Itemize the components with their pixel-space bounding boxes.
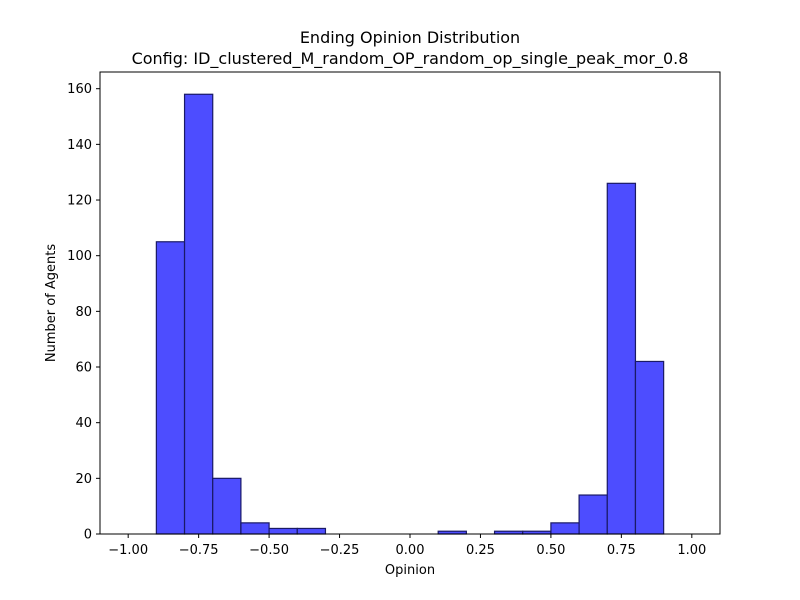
x-axis-ticks: −1.00 −0.75 −0.50 −0.25 0.00 0.25 0.50 0.75 1.00 [108,534,706,558]
y-tick-label: 160 [67,82,92,97]
histogram-bar [550,522,580,535]
chart-title: Ending Opinion Distribution [300,28,520,47]
y-tick-label: 120 [67,194,92,209]
x-tick-label: −0.50 [249,543,289,558]
x-tick-label: 0.00 [396,543,425,558]
y-axis-label: Number of Agents [44,244,59,362]
x-tick-label: −0.25 [320,543,360,558]
histogram-bar [296,527,327,535]
y-tick-label: 0 [84,528,92,543]
x-tick-label: 0.50 [536,543,565,558]
chart-subtitle: Config: ID_clustered_M_random_OP_random_… [132,49,689,69]
histogram-bar [634,360,665,535]
plot-frame [99,71,721,535]
x-tick-label: 1.00 [677,543,706,558]
y-tick-label: 40 [75,416,92,431]
y-tick-label: 100 [67,249,92,264]
histogram-bar [212,477,242,535]
histogram-bar [155,241,186,535]
histogram-bar [268,527,298,535]
histogram-bar [578,494,608,535]
histogram-bar [606,182,637,535]
x-tick-label: 0.75 [607,543,636,558]
x-axis-label: Opinion [385,563,435,578]
histogram-bar [240,522,270,535]
histogram-bar [183,93,214,535]
x-tick-label: 0.25 [466,543,495,558]
bars-group [155,93,665,535]
x-tick-label: −1.00 [108,543,148,558]
y-tick-label: 80 [75,305,92,320]
y-tick-label: 20 [75,472,92,487]
y-axis-ticks: 0 20 40 60 80 100 120 140 160 [67,82,100,543]
x-tick-label: −0.75 [179,543,219,558]
y-tick-label: 60 [75,361,92,376]
y-tick-label: 140 [67,138,92,153]
